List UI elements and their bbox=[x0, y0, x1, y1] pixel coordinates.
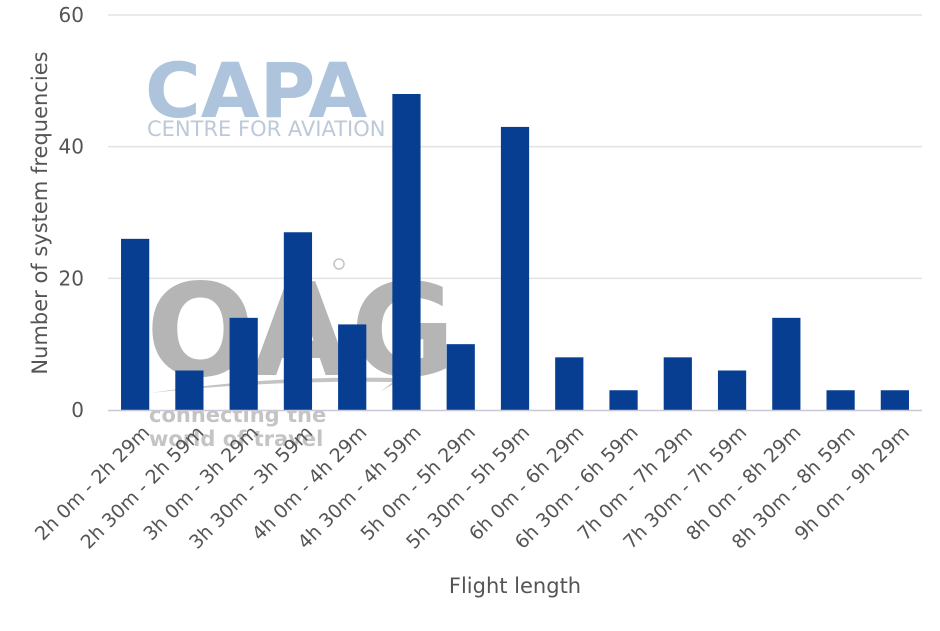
oag-tagline-line2: world of travel bbox=[149, 427, 323, 451]
capa-logo-watermark: CAPA bbox=[145, 46, 367, 135]
oag-swoosh-icon bbox=[150, 367, 400, 393]
bar bbox=[826, 390, 855, 410]
y-tick-label: 40 bbox=[59, 135, 84, 159]
bar bbox=[446, 344, 475, 410]
bar bbox=[663, 357, 692, 410]
bar bbox=[338, 324, 367, 410]
bar bbox=[500, 126, 530, 411]
bar bbox=[609, 390, 638, 410]
y-tick-labels: 0 20 40 60 bbox=[59, 3, 84, 422]
bar bbox=[555, 357, 584, 410]
bar bbox=[392, 94, 421, 410]
y-axis-title: Number of system frequencies bbox=[28, 51, 52, 374]
bar bbox=[175, 370, 204, 410]
bar bbox=[121, 238, 150, 410]
bar bbox=[717, 370, 747, 410]
bar bbox=[880, 390, 909, 410]
bar bbox=[772, 317, 801, 410]
bar bbox=[229, 317, 258, 410]
y-tick-label: 0 bbox=[71, 398, 84, 422]
registered-mark-icon bbox=[333, 258, 345, 270]
capa-tagline-watermark: CENTRE FOR AVIATION bbox=[147, 117, 385, 141]
bars bbox=[121, 94, 909, 411]
y-tick-label: 20 bbox=[59, 266, 84, 290]
y-tick-label: 60 bbox=[59, 3, 84, 27]
x-axis-title: Flight length bbox=[449, 574, 581, 598]
bar bbox=[283, 232, 313, 410]
